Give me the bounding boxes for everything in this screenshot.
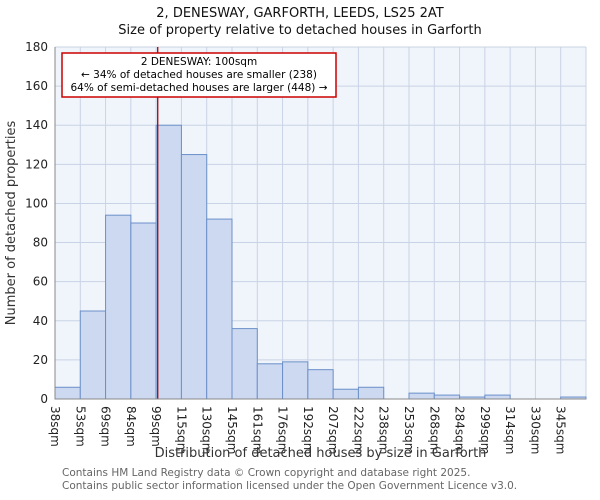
histogram-bar <box>79 310 107 400</box>
x-tick-label: 53sqm <box>73 406 87 447</box>
annotation-line-3: 64% of semi-detached houses are larger (… <box>71 82 328 94</box>
y-tick-label: 0 <box>40 392 48 406</box>
y-tick-label: 20 <box>33 353 48 367</box>
chart-footer: Contains HM Land Registry data © Crown c… <box>62 467 600 493</box>
histogram-bar <box>180 154 208 400</box>
x-tick-label: 84sqm <box>124 406 138 447</box>
footer-line-1: Contains HM Land Registry data © Crown c… <box>62 467 471 479</box>
histogram-bar <box>231 328 258 400</box>
histogram-bar <box>408 392 435 400</box>
histogram-bar <box>332 388 359 400</box>
annotation-line-1: 2 DENESWAY: 100sqm <box>141 56 257 68</box>
x-tick-label: 299sqm <box>478 406 492 454</box>
y-tick-label: 120 <box>25 157 48 171</box>
histogram-bar <box>307 369 334 400</box>
y-tick-label: 80 <box>33 236 48 250</box>
x-tick-label: 222sqm <box>351 406 365 454</box>
x-tick-label: 99sqm <box>149 406 163 447</box>
histogram-chart: 0 20 40 60 80 100 120 140 160 180 2 DENESWAY: 100s… <box>4 40 587 461</box>
x-tick-label: 130sqm <box>200 406 214 454</box>
x-tick-label: 38sqm <box>48 406 62 447</box>
page-subtitle: Size of property relative to detached ho… <box>118 23 482 38</box>
histogram-bar <box>282 361 309 400</box>
x-tick-label: 192sqm <box>301 406 315 454</box>
footer-line-2: Contains public sector information licen… <box>62 480 518 492</box>
x-tick-label: 238sqm <box>377 406 391 454</box>
histogram-bar <box>484 394 511 400</box>
annotation-box <box>61 52 337 98</box>
chart-header: 2, DENESWAY, GARFORTH, LEEDS, LS25 2AT S… <box>0 0 600 39</box>
y-tick-label: 100 <box>25 196 48 210</box>
x-tick-label: 314sqm <box>503 406 517 454</box>
histogram-bar <box>130 222 157 400</box>
y-tick-label: 40 <box>33 314 48 328</box>
x-tick-label: 145sqm <box>225 406 239 454</box>
histogram-bar <box>206 218 233 400</box>
histogram-bar <box>105 214 132 400</box>
x-tick-label: 268sqm <box>427 406 441 454</box>
histogram-bar <box>256 363 284 400</box>
y-tick-label: 160 <box>25 79 48 93</box>
histogram-bar <box>357 386 385 400</box>
histogram-bar <box>433 394 461 400</box>
chart-area: 0 20 40 60 80 100 120 140 160 180 2 DENESWAY: 100s… <box>0 39 600 467</box>
y-tick-label: 140 <box>25 118 48 132</box>
x-tick-label: 284sqm <box>453 406 467 454</box>
y-tick-label: 180 <box>25 40 48 54</box>
x-tick-label: 115sqm <box>174 406 188 454</box>
x-tick-label: 330sqm <box>528 406 542 454</box>
x-axis-title: Distribution of detached houses by size … <box>155 446 487 461</box>
histogram-bar <box>54 386 81 400</box>
x-tick-label: 176sqm <box>276 406 290 454</box>
x-tick-label: 161sqm <box>250 406 264 454</box>
x-tick-label: 207sqm <box>326 406 340 454</box>
y-axis-title: Number of detached properties <box>4 121 19 326</box>
page-title: 2, DENESWAY, GARFORTH, LEEDS, LS25 2AT <box>156 6 444 21</box>
x-tick-label: 253sqm <box>402 406 416 454</box>
x-tick-label: 69sqm <box>99 406 113 447</box>
annotation-line-2: ← 34% of detached houses are smaller (23… <box>81 69 317 81</box>
y-tick-label: 60 <box>33 275 48 289</box>
x-tick-label: 345sqm <box>554 406 568 454</box>
histogram-bar <box>155 124 182 400</box>
